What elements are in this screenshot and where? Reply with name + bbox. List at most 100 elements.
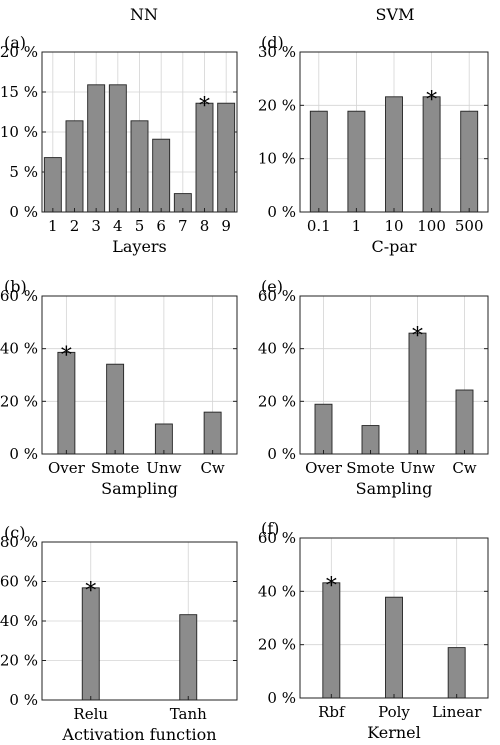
bar-a-5 [152,138,171,213]
panel-label-e: (e) [261,277,283,296]
plot-frame-e [299,295,489,455]
y-tick-label: 20 % [0,43,38,61]
best-marker-a: * [199,94,210,119]
y-tick-label: 20 % [258,96,296,114]
plot-frame-d [299,51,489,213]
x-tick-label: 0.1 [307,217,331,235]
x-tick-label: Cw [452,459,476,477]
x-axis-label-d: C-par [371,237,416,256]
x-tick-label: 4 [113,217,123,235]
x-tick-label: Rbf [318,703,346,721]
best-marker-f: * [326,574,337,599]
bar-f-1 [385,596,403,699]
bar-b-2 [154,423,173,455]
bar-e-3 [455,389,474,455]
y-tick-label: 20 % [258,392,296,410]
y-tick-label: 40 % [258,340,296,358]
y-tick-label: 20 % [258,636,296,654]
y-tick-label: 80 % [0,533,38,551]
x-tick-label: 1 [48,217,58,235]
x-tick-label: 500 [455,217,484,235]
x-tick-label: Linear [432,703,482,721]
x-tick-label: Relu [73,705,108,723]
y-tick-label: 0 % [9,203,38,221]
x-tick-label: 100 [417,217,446,235]
panel-f: (f) 0 % 20 % 40 % 60 % Rbf * Poly Linear Kernel [258,519,489,742]
x-axis-label-e: Sampling [356,479,433,498]
bar-c-1 [179,614,198,701]
panel-d: (d) 0 % 10 % 20 % 30 % 0.1 1 10 100 * 500 C-par [258,33,489,256]
y-tick-label: 0 % [267,445,296,463]
x-tick-label: 8 [200,217,210,235]
y-tick-label: 60 % [0,573,38,591]
best-marker-b: * [61,343,72,368]
best-marker-d: * [426,88,437,113]
panel-e: (e) 0 % 20 % 40 % 60 % Over Smote Unw * Cw Samplin… [258,277,489,498]
plot-frame-c [41,541,238,701]
y-tick-label: 60 % [258,529,296,547]
best-marker-c: * [85,579,96,604]
bar-b-3 [203,411,222,455]
y-tick-label: 40 % [0,612,38,630]
y-tick-label: 30 % [258,43,296,61]
y-tick-label: 10 % [258,150,296,168]
panel-a: (a) 0 % 5 % 10 % 15 % 20 % 1 2 3 4 5 6 7 8 * 9 Layers [0,33,238,256]
plot-frame-b [41,295,238,455]
x-tick-label: Over [305,459,343,477]
y-tick-label: 10 % [0,123,38,141]
y-tick-label: 15 % [0,83,38,101]
bar-e-2 [408,332,427,455]
bar-d-3 [422,96,441,213]
bar-a-1 [65,120,84,213]
bar-d-4 [460,110,479,213]
bar-e-0 [314,403,333,455]
bar-a-3 [108,84,127,213]
bar-c-0 [81,587,100,701]
x-tick-label: Tanh [170,705,207,723]
x-tick-label: Unw [146,459,181,477]
y-tick-label: 5 % [9,163,38,181]
y-tick-label: 0 % [9,691,38,709]
bar-f-0 [322,582,341,699]
x-tick-label: 3 [91,217,101,235]
bar-d-0 [309,110,328,213]
panel-b: (b) 0 % 20 % 40 % 60 % Over * Smote Unw Cw Samplin… [0,277,238,498]
y-tick-label: 0 % [267,689,296,707]
x-axis-label-f: Kernel [367,723,421,742]
y-tick-label: 40 % [0,340,38,358]
x-tick-label: 6 [156,217,166,235]
panel-label-d: (d) [261,33,284,52]
x-tick-label: 2 [70,217,80,235]
column-title-svm: SVM [376,5,415,24]
bar-b-1 [106,363,125,455]
x-axis-label-b: Sampling [101,479,178,498]
x-tick-label: 1 [352,217,362,235]
x-axis-label-a: Layers [112,237,167,256]
x-tick-label: 10 [384,217,403,235]
y-tick-label: 0 % [267,203,296,221]
y-tick-label: 20 % [0,652,38,670]
x-tick-label: Over [48,459,86,477]
x-tick-label: Smote [346,459,395,477]
bar-a-4 [130,120,149,213]
bar-a-2 [87,84,106,213]
x-tick-label: Smote [91,459,140,477]
panel-label-c: (c) [4,523,25,542]
bar-f-2 [447,647,466,699]
x-tick-label: 7 [178,217,188,235]
bar-a-8 [217,102,236,213]
x-axis-label-c: Activation function [61,725,216,744]
x-tick-label: Poly [378,703,410,721]
bar-d-1 [347,110,366,213]
panel-label-a: (a) [4,33,26,52]
y-tick-label: 40 % [258,582,296,600]
bar-d-2 [385,96,403,213]
plot-frame-f [299,537,489,699]
best-marker-e: * [412,324,423,349]
plot-frame-a [41,51,238,213]
panel-c: (c) 0 % 20 % 40 % 60 % 80 % Relu * Tanh Activatio… [0,523,238,744]
y-tick-label: 20 % [0,392,38,410]
panel-label-b: (b) [4,277,27,296]
x-tick-label: 5 [135,217,145,235]
